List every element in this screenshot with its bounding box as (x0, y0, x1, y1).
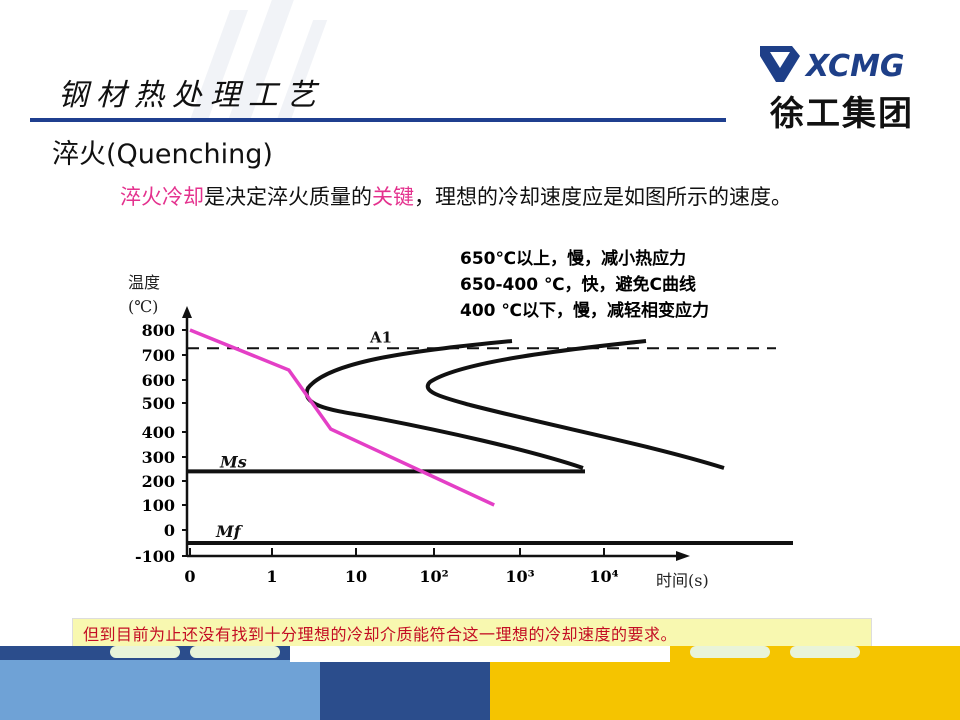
xcmg-logo-icon: XCMG (760, 46, 905, 84)
footer-cloud (190, 646, 280, 658)
note-low-temp: 400 ℃以下，慢，减轻相变应力 (460, 300, 709, 321)
y-axis-label: 温度 (128, 273, 160, 292)
a1-label: A1 (369, 328, 392, 346)
x-tick-label: 1 (266, 567, 277, 586)
section-title: 淬火(Quenching) (52, 139, 273, 170)
y-tick-label: 300 (142, 448, 175, 467)
intro-highlight-key: 关键 (372, 185, 414, 209)
y-axis-unit: (℃) (128, 297, 158, 316)
y-tick-group: 800 700 600 500 400 300 200 100 0 -100 (135, 321, 187, 566)
x-tick-label: 10² (419, 567, 448, 586)
intro-text-end: ，理想的冷却速度应是如图所示的速度。 (414, 185, 792, 209)
intro-paragraph: 淬火冷却是决定淬火质量的关键，理想的冷却速度应是如图所示的速度。 (52, 182, 892, 213)
x-tick-group: 0 1 10 10² 10³ 10⁴ (184, 548, 619, 586)
footer-cloud (110, 646, 180, 658)
logo-chinese-name: 徐工集团 (770, 94, 914, 134)
y-tick-label: 0 (164, 521, 175, 540)
y-axis-arrow (182, 306, 192, 318)
header-divider (30, 118, 726, 122)
y-tick-label: 200 (142, 472, 175, 491)
footer-cloud (790, 646, 860, 658)
mf-label: Mf (215, 522, 244, 541)
x-tick-label: 0 (184, 567, 195, 586)
y-tick-label: 100 (142, 496, 175, 515)
x-axis-label: 时间(s) (656, 571, 709, 590)
c-curve-start (304, 339, 584, 470)
intro-highlight-quench: 淬火冷却 (120, 185, 204, 209)
ideal-cooling-curve (189, 328, 495, 507)
footer-band-white (290, 646, 670, 662)
y-tick-label: 700 (142, 346, 175, 365)
x-tick-label: 10⁴ (589, 567, 618, 586)
logo-wordmark: XCMG (804, 49, 905, 84)
page-title: 钢材热处理工艺 (58, 78, 324, 113)
footer-band-lightblue (0, 660, 320, 720)
c-curve-finish (425, 339, 725, 470)
x-axis-arrow (676, 551, 690, 561)
footer-cloud (690, 646, 770, 658)
y-tick-label: 400 (142, 423, 175, 442)
y-tick-label: -100 (135, 547, 175, 566)
company-logo: XCMG 徐工集团 (758, 42, 926, 134)
x-tick-label: 10³ (505, 567, 534, 586)
y-tick-label: 800 (142, 321, 175, 340)
note-mid-temp: 650-400 ℃，快，避免C曲线 (460, 274, 696, 295)
y-tick-label: 600 (142, 371, 175, 390)
x-tick-label: 10 (345, 567, 367, 586)
intro-text: 是决定淬火质量的 (204, 185, 372, 209)
y-tick-label: 500 (142, 394, 175, 413)
ms-label: Ms (219, 452, 247, 471)
note-high-temp: 650℃以上，慢，减小热应力 (460, 248, 686, 269)
